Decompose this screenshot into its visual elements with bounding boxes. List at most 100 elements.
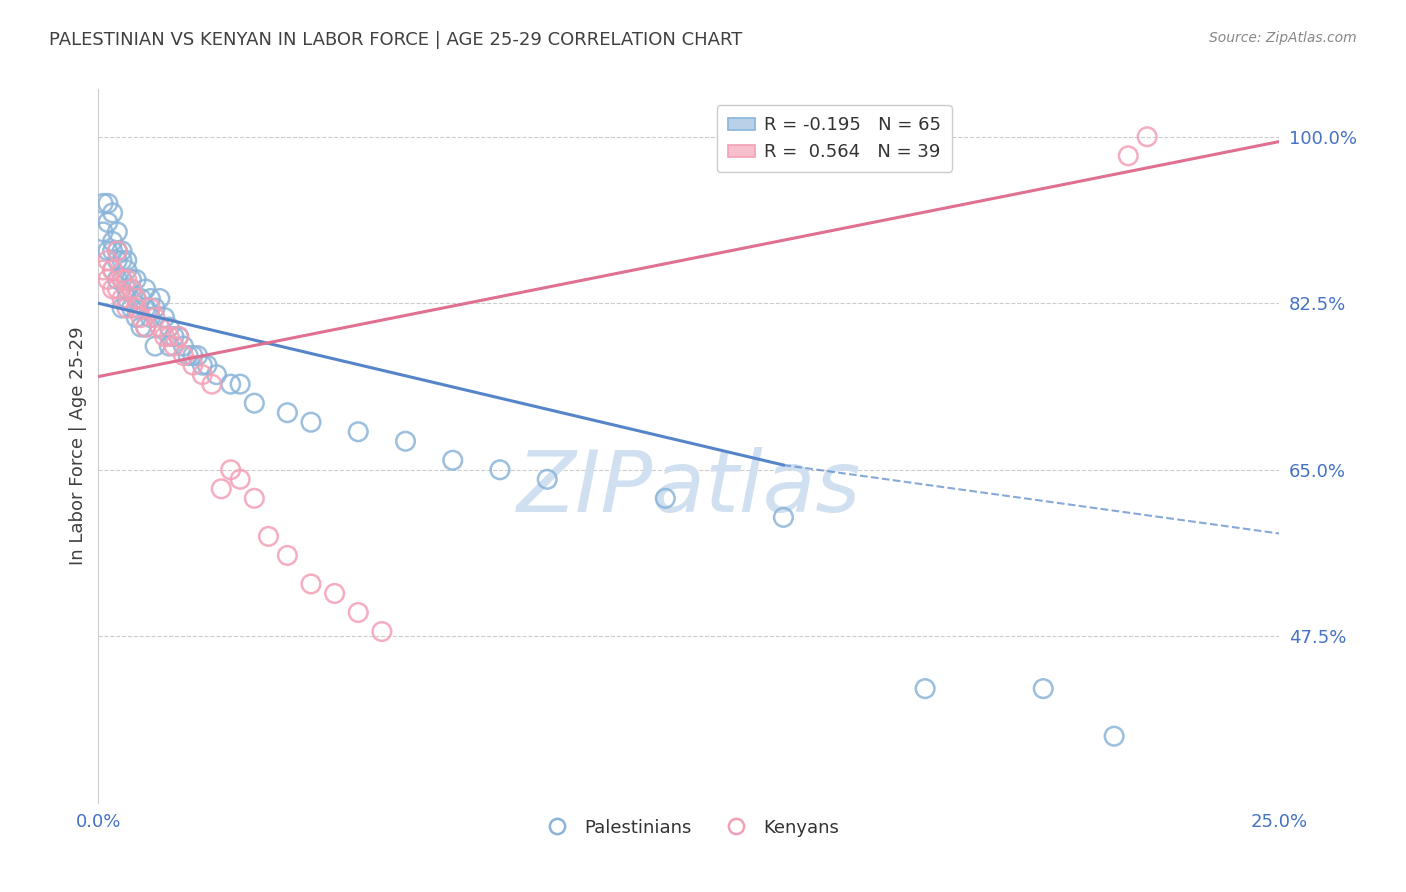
Point bbox=[153, 310, 176, 325]
Point bbox=[209, 482, 232, 496]
Point bbox=[172, 349, 194, 363]
Point bbox=[129, 292, 152, 306]
Point bbox=[105, 225, 128, 239]
Point bbox=[243, 491, 266, 506]
Point bbox=[121, 301, 143, 315]
Y-axis label: In Labor Force | Age 25-29: In Labor Force | Age 25-29 bbox=[69, 326, 87, 566]
Point bbox=[347, 425, 370, 439]
Legend: Palestinians, Kenyans: Palestinians, Kenyans bbox=[531, 812, 846, 844]
Point bbox=[229, 377, 252, 392]
Point bbox=[129, 310, 152, 325]
Point bbox=[105, 272, 128, 286]
Point bbox=[111, 244, 134, 258]
Point bbox=[105, 244, 128, 258]
Point bbox=[111, 272, 134, 286]
Point bbox=[167, 329, 190, 343]
Point bbox=[101, 206, 124, 220]
Text: ZIPatlas: ZIPatlas bbox=[517, 447, 860, 531]
Point bbox=[125, 301, 148, 315]
Point bbox=[111, 292, 134, 306]
Point bbox=[143, 301, 166, 315]
Point bbox=[135, 320, 157, 334]
Point bbox=[115, 282, 138, 296]
Point bbox=[187, 349, 209, 363]
Point bbox=[153, 329, 176, 343]
Point bbox=[394, 434, 416, 449]
Point bbox=[121, 272, 143, 286]
Point bbox=[101, 263, 124, 277]
Point bbox=[135, 320, 157, 334]
Point bbox=[205, 368, 228, 382]
Point bbox=[177, 349, 200, 363]
Point bbox=[139, 292, 162, 306]
Point bbox=[101, 235, 124, 249]
Point bbox=[195, 358, 218, 372]
Point bbox=[91, 225, 114, 239]
Point bbox=[1032, 681, 1054, 696]
Point bbox=[371, 624, 394, 639]
Point bbox=[536, 472, 558, 486]
Point bbox=[125, 310, 148, 325]
Point bbox=[167, 329, 190, 343]
Point bbox=[115, 292, 138, 306]
Point bbox=[1102, 729, 1125, 743]
Point bbox=[257, 529, 280, 543]
Point bbox=[97, 272, 120, 286]
Point bbox=[323, 586, 346, 600]
Point bbox=[299, 415, 322, 429]
Point bbox=[121, 282, 143, 296]
Point bbox=[172, 339, 194, 353]
Point bbox=[115, 272, 138, 286]
Point bbox=[243, 396, 266, 410]
Point bbox=[129, 320, 152, 334]
Point bbox=[276, 549, 298, 563]
Point bbox=[157, 339, 180, 353]
Point bbox=[219, 377, 242, 392]
Point bbox=[276, 406, 298, 420]
Point bbox=[115, 301, 138, 315]
Point bbox=[115, 263, 138, 277]
Text: PALESTINIAN VS KENYAN IN LABOR FORCE | AGE 25-29 CORRELATION CHART: PALESTINIAN VS KENYAN IN LABOR FORCE | A… bbox=[49, 31, 742, 49]
Point bbox=[143, 310, 166, 325]
Point bbox=[914, 681, 936, 696]
Point bbox=[441, 453, 464, 467]
Point bbox=[1136, 129, 1159, 144]
Point bbox=[105, 282, 128, 296]
Point bbox=[125, 272, 148, 286]
Point bbox=[101, 244, 124, 258]
Point bbox=[191, 368, 214, 382]
Point bbox=[91, 196, 114, 211]
Point bbox=[125, 292, 148, 306]
Point bbox=[101, 282, 124, 296]
Point bbox=[111, 253, 134, 268]
Point bbox=[111, 301, 134, 315]
Point bbox=[135, 301, 157, 315]
Point bbox=[347, 606, 370, 620]
Point bbox=[181, 349, 204, 363]
Point bbox=[121, 282, 143, 296]
Point bbox=[163, 329, 186, 343]
Point bbox=[163, 339, 186, 353]
Point bbox=[654, 491, 676, 506]
Point bbox=[111, 272, 134, 286]
Point bbox=[201, 377, 224, 392]
Point bbox=[1116, 149, 1139, 163]
Point bbox=[101, 263, 124, 277]
Point bbox=[219, 463, 242, 477]
Point bbox=[115, 253, 138, 268]
Point bbox=[299, 577, 322, 591]
Point bbox=[91, 263, 114, 277]
Point bbox=[191, 358, 214, 372]
Point bbox=[143, 339, 166, 353]
Point bbox=[97, 244, 120, 258]
Point bbox=[139, 301, 162, 315]
Point bbox=[229, 472, 252, 486]
Point bbox=[157, 329, 180, 343]
Point bbox=[157, 320, 180, 334]
Point bbox=[149, 320, 172, 334]
Point bbox=[105, 244, 128, 258]
Point bbox=[125, 292, 148, 306]
Point bbox=[149, 292, 172, 306]
Point bbox=[772, 510, 794, 524]
Point bbox=[489, 463, 512, 477]
